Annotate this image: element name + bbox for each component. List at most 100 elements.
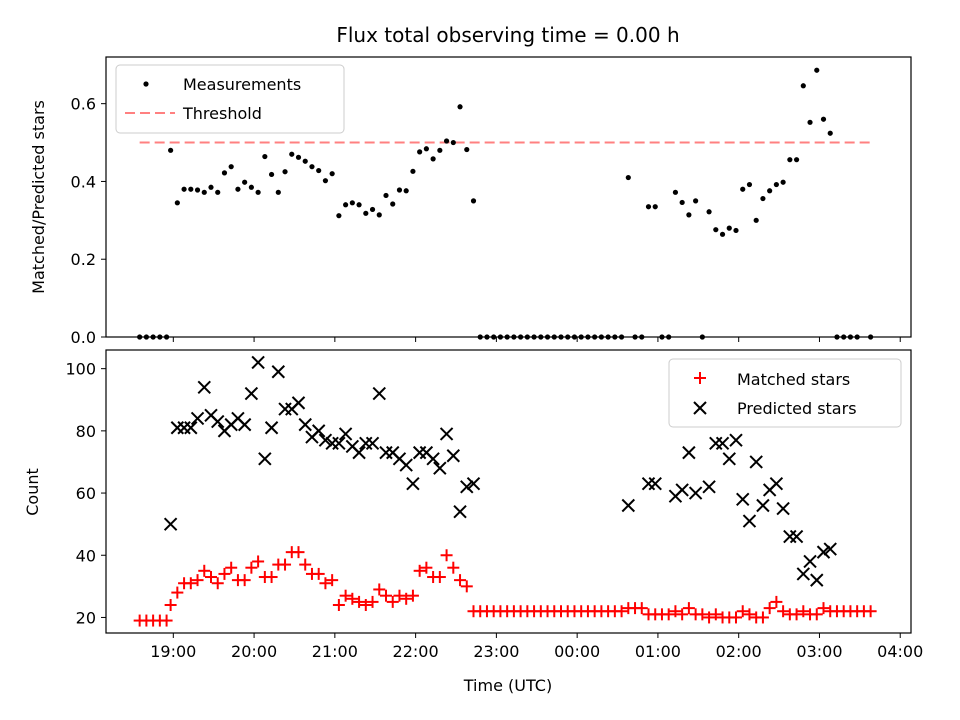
bottom-axes-frame: [105, 349, 912, 634]
measurement-point: [470, 198, 477, 204]
matched-stars-point: [184, 577, 197, 590]
measurement-point: [746, 181, 753, 188]
matched-stars-point: [332, 599, 345, 612]
matched-stars-point: [433, 571, 446, 584]
measurement-point: [316, 167, 322, 174]
predicted-stars-point: [823, 542, 837, 556]
measurement-point: [760, 195, 766, 202]
predicted-stars-point: [729, 433, 743, 447]
predicted-stars-point: [244, 386, 259, 401]
measurement-point: [457, 104, 463, 110]
predicted-stars-point: [211, 414, 225, 429]
matched-stars-point: [386, 595, 399, 608]
matched-stars-point: [864, 605, 877, 618]
x-tick-label: 01:00: [635, 642, 681, 661]
matched-stars-point: [709, 608, 722, 621]
measurement-point: [820, 116, 827, 122]
x-axis-label: Time (UTC): [463, 676, 552, 695]
predicted-stars-point: [648, 477, 662, 491]
matched-stars-point: [440, 549, 453, 562]
measurement-point: [248, 184, 254, 190]
matched-stars-point: [292, 546, 305, 559]
measurement-point: [282, 169, 288, 175]
matched-stars-point: [326, 574, 339, 587]
measurement-point: [443, 138, 450, 144]
matched-stars-point: [790, 608, 803, 621]
predicted-stars-point: [332, 436, 346, 451]
x-tick-label: 21:00: [312, 642, 358, 661]
legend-label-predicted: Predicted stars: [737, 399, 857, 418]
measurement-point: [625, 174, 631, 181]
predicted-stars-point: [688, 486, 703, 500]
y-tick-label: 0.6: [71, 95, 96, 114]
matched-stars-point: [420, 561, 433, 574]
measurement-point: [356, 202, 362, 208]
bottom-plot-area: [133, 355, 877, 627]
predicted-stars-point: [675, 483, 689, 497]
matched-stars-point: [346, 592, 359, 605]
predicted-stars-point: [816, 545, 831, 559]
predicted-stars-point: [446, 449, 461, 463]
legend-label-measurements: Measurements: [183, 75, 301, 94]
measurement-point: [652, 204, 658, 210]
measurement-point: [740, 186, 746, 192]
x-tick-label: 23:00: [473, 642, 519, 661]
predicted-stars-point: [736, 492, 750, 506]
measurement-point: [827, 130, 833, 136]
measurement-point: [275, 189, 281, 195]
measurement-point: [302, 158, 308, 164]
measurement-point: [343, 202, 349, 208]
measurement-point: [390, 201, 396, 207]
predicted-stars-point: [298, 417, 312, 432]
predicted-stars-point: [776, 501, 790, 516]
legend-label-matched: Matched stars: [737, 370, 850, 389]
predicted-stars-point: [769, 477, 784, 491]
measurement-point: [450, 139, 456, 146]
predicted-stars-point: [163, 517, 178, 531]
measurement-point: [396, 187, 403, 193]
measurement-point: [403, 188, 409, 194]
measurement-point: [679, 199, 685, 206]
matched-stars-point: [312, 567, 325, 580]
y-tick-label: 60: [76, 484, 96, 503]
measurement-point: [693, 198, 699, 204]
measurement-point: [767, 188, 773, 194]
matched-stars-point: [164, 599, 177, 612]
measurement-point: [773, 181, 779, 188]
y-axis-label-count: Count: [23, 468, 42, 516]
measurement-point: [309, 164, 315, 170]
matched-stars-point: [447, 561, 460, 574]
y-tick-label: 20: [76, 608, 96, 627]
measurement-point: [242, 179, 248, 185]
top-axes-frame: [105, 56, 912, 338]
y-tick-label: 40: [76, 546, 96, 565]
bottom-ticks: 19:00 20:00 21:00 22:00 23:00 00:00 01:00 02:00…: [65, 360, 923, 661]
measurement-point: [733, 227, 739, 234]
matched-stars-point: [373, 583, 386, 596]
predicted-stars-point: [715, 436, 730, 451]
predicted-stars-point: [365, 436, 380, 451]
matched-stars-point: [662, 608, 675, 621]
measurement-point: [464, 146, 470, 153]
y-tick-label: 100: [65, 360, 96, 379]
matched-stars-point: [736, 605, 749, 618]
matched-stars-point: [400, 592, 413, 605]
measurement-point: [719, 231, 726, 237]
x-tick-label: 04:00: [877, 642, 923, 661]
measurement-point: [410, 168, 416, 174]
predicted-stars-point: [399, 458, 413, 472]
predicted-stars-point: [237, 417, 252, 432]
measurement-point: [201, 189, 207, 195]
predicted-stars-point: [621, 498, 636, 513]
matched-stars-point: [265, 571, 278, 584]
predicted-stars-point: [789, 529, 804, 544]
legend-marker-matched: [694, 372, 706, 384]
matched-stars-point: [171, 586, 184, 599]
y-axis-label-ratio: Matched/Predicted stars: [29, 100, 48, 294]
measurement-point: [168, 147, 174, 153]
predicted-stars-point: [439, 427, 454, 441]
predicted-stars-point: [742, 514, 757, 528]
predicted-stars-point: [318, 433, 333, 447]
matched-stars-point: [339, 589, 352, 602]
predicted-stars-point: [338, 427, 353, 441]
